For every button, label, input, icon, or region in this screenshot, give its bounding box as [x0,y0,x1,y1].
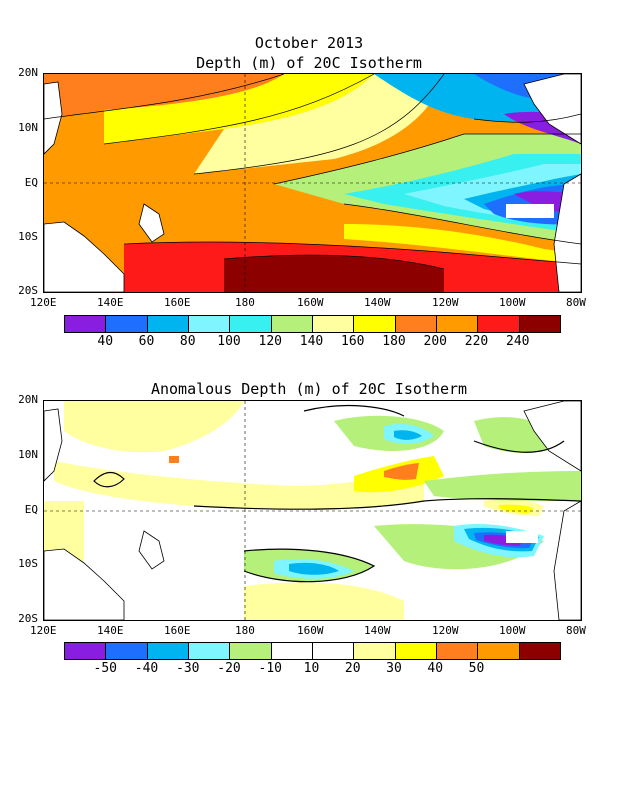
lon-label-120e: 120E [30,296,57,309]
lat-label-20s: 20S [18,284,38,297]
lon-label-160w-2: 160W [297,624,324,637]
lat-label-eq-2: EQ [24,503,38,516]
anomaly-map-panel [43,400,582,621]
lon-label-100w: 100W [499,296,526,309]
depth-colorbar-swatch [106,316,148,332]
lon-label-160e-2: 160E [164,624,191,637]
map-title-date: October 2013 [254,34,364,52]
depth-colorbar-label: 40 [97,334,114,349]
anomaly-colorbar-swatch [230,643,272,659]
anomaly-map-field [44,401,581,620]
anomaly-colorbar-label: 10 [303,661,320,676]
lon-label-140e-2: 140E [97,624,124,637]
anomaly-colorbar-swatch [271,643,313,659]
anomaly-colorbar-swatch [147,643,189,659]
lat-label-10s-2: 10S [18,557,38,570]
lon-label-80w-2: 80W [566,624,586,637]
depth-colorbar-label: 160 [341,334,365,349]
depth-colorbar-label: 200 [423,334,447,349]
depth-colorbar-swatch [436,316,479,332]
lon-label-180-2: 180 [235,624,255,637]
lon-label-140w-2: 140W [364,624,391,637]
lat-label-10s: 10S [18,230,38,243]
depth-colorbar-swatch [519,316,560,332]
depth-colorbar [64,315,561,333]
lat-label-10n-2: 10N [18,448,38,461]
depth-map-field [44,74,581,292]
lon-label-140e: 140E [97,296,124,309]
depth-colorbar-label: 180 [382,334,406,349]
depth-colorbar-label: 120 [258,334,282,349]
depth-colorbar-label: 60 [138,334,155,349]
depth-colorbar-label: 220 [464,334,489,349]
depth-colorbar-label: 140 [299,334,324,349]
lon-label-120w-2: 120W [432,624,459,637]
lat-label-20n: 20N [18,66,38,79]
anomaly-colorbar-swatch [312,643,355,659]
depth-colorbar-swatch [395,316,437,332]
depth-map-panel [43,73,582,293]
depth-colorbar-swatch [271,316,313,332]
anomaly-colorbar-swatch [354,643,396,659]
anomaly-colorbar-label: -20 [217,661,241,676]
anomaly-colorbar-swatch [395,643,437,659]
lon-label-120w: 120W [432,296,459,309]
depth-colorbar-label: 100 [217,334,241,349]
lat-label-10n: 10N [18,121,38,134]
depth-colorbar-swatch [354,316,396,332]
anomaly-colorbar-swatch [65,643,107,659]
depth-colorbar-label: 80 [179,334,196,349]
depth-colorbar-swatch [188,316,231,332]
anomaly-colorbar-label: -40 [134,661,159,676]
lon-label-160e: 160E [164,296,191,309]
anomaly-colorbar-label: 30 [386,661,402,676]
map-title-depth: Depth (m) of 20C Isotherm [196,54,422,72]
depth-colorbar-swatch [478,316,520,332]
lat-label-20n-2: 20N [18,393,38,406]
lon-label-160w: 160W [297,296,324,309]
lat-label-eq: EQ [24,176,38,189]
lon-label-80w: 80W [566,296,586,309]
depth-colorbar-swatch [312,316,355,332]
anomaly-colorbar-label: 40 [427,661,444,676]
anomaly-colorbar [64,642,561,660]
lon-label-140w: 140W [364,296,391,309]
lat-label-20s-2: 20S [18,612,38,625]
anomaly-colorbar-swatch [436,643,479,659]
anomaly-colorbar-label: 50 [468,661,485,676]
anomaly-colorbar-label: -30 [176,661,200,676]
anomaly-colorbar-swatch [478,643,520,659]
lon-label-100w-2: 100W [499,624,526,637]
anomaly-colorbar-label: -50 [93,661,117,676]
lon-label-120e-2: 120E [30,624,57,637]
anomaly-colorbar-label: 20 [344,661,361,676]
anomaly-colorbar-swatch [519,643,560,659]
depth-colorbar-swatch [230,316,272,332]
depth-colorbar-swatch [65,316,107,332]
lon-label-180: 180 [235,296,255,309]
depth-colorbar-swatch [147,316,189,332]
anomaly-colorbar-swatch [106,643,148,659]
depth-colorbar-label: 240 [506,334,530,349]
anomaly-colorbar-label: -10 [258,661,282,676]
anomaly-colorbar-swatch [188,643,231,659]
anomaly-map-title: Anomalous Depth (m) of 20C Isotherm [150,380,468,398]
